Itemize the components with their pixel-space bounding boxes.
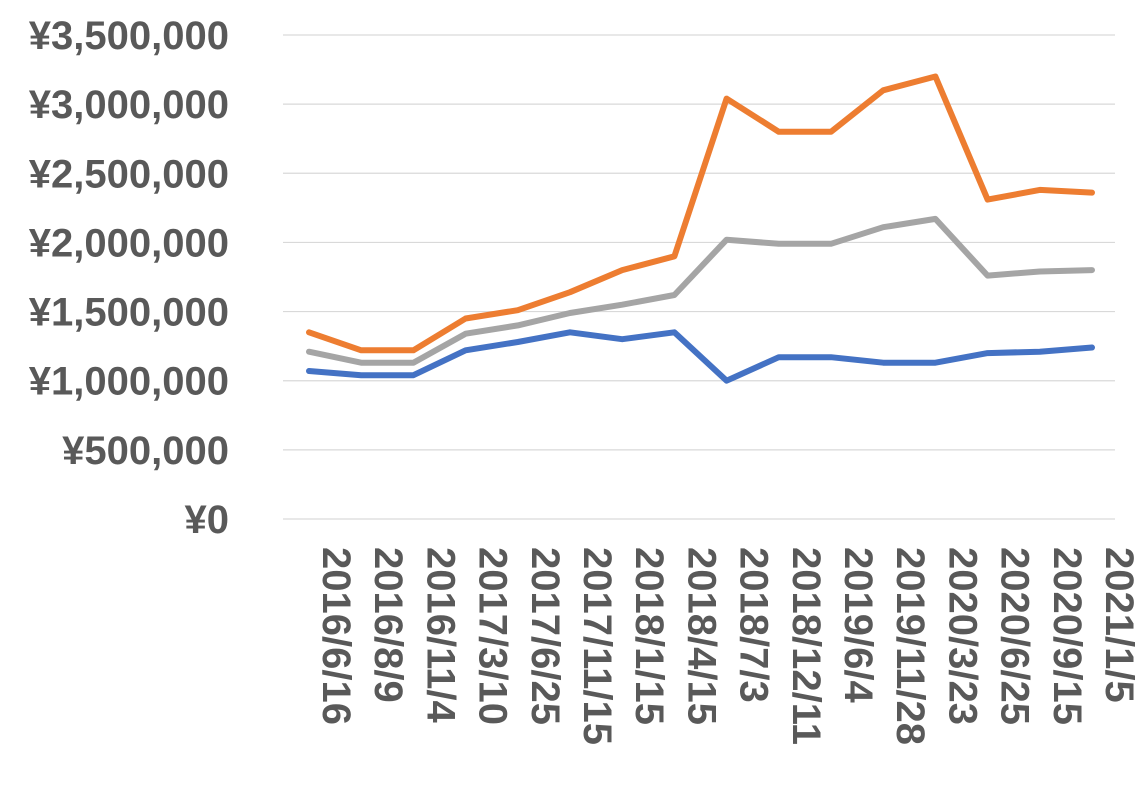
x-tick-label: 2018/4/15 — [679, 547, 723, 725]
x-tick-label: 2018/7/3 — [732, 547, 776, 703]
x-tick-label: 2016/6/16 — [314, 547, 358, 725]
x-tick-label: 2018/1/15 — [627, 547, 671, 725]
x-tick-label: 2020/6/25 — [993, 547, 1037, 725]
x-tick-label: 2019/11/28 — [888, 547, 932, 745]
x-tick-label: 2017/6/25 — [523, 547, 567, 725]
y-tick-label: ¥3,500,000 — [29, 14, 229, 58]
x-tick-label: 2020/3/23 — [940, 547, 984, 725]
x-tick-label: 2017/11/15 — [575, 547, 619, 745]
y-tick-label: ¥0 — [185, 498, 230, 542]
y-tick-label: ¥500,000 — [62, 429, 229, 473]
y-tick-label: ¥2,500,000 — [29, 152, 229, 196]
y-axis-tick-labels: ¥0 ¥500,000 ¥1,000,000 ¥1,500,000 ¥2,000,000… — [29, 14, 229, 542]
x-tick-label: 2016/8/9 — [366, 547, 410, 703]
x-tick-label: 2017/3/10 — [471, 547, 515, 725]
series-line-2 — [306, 73, 1095, 354]
y-tick-label: ¥1,500,000 — [29, 291, 229, 335]
y-tick-label: ¥3,000,000 — [29, 83, 229, 127]
x-tick-label: 2019/6/4 — [836, 547, 880, 703]
series-lines — [306, 73, 1095, 384]
y-tick-label: ¥1,000,000 — [29, 360, 229, 404]
series-line-1 — [306, 329, 1095, 384]
x-axis-tick-labels: 2016/6/16 2016/8/9 2016/11/4 2017/3/10 2017/… — [314, 547, 1141, 745]
series-line-3 — [306, 215, 1095, 366]
y-tick-label: ¥2,000,000 — [29, 221, 229, 265]
x-tick-label: 2020/9/15 — [1045, 547, 1089, 725]
x-tick-label: 2021/1/5 — [1097, 547, 1141, 703]
x-tick-label: 2018/12/11 — [784, 547, 828, 745]
x-tick-label: 2016/11/4 — [418, 547, 462, 723]
